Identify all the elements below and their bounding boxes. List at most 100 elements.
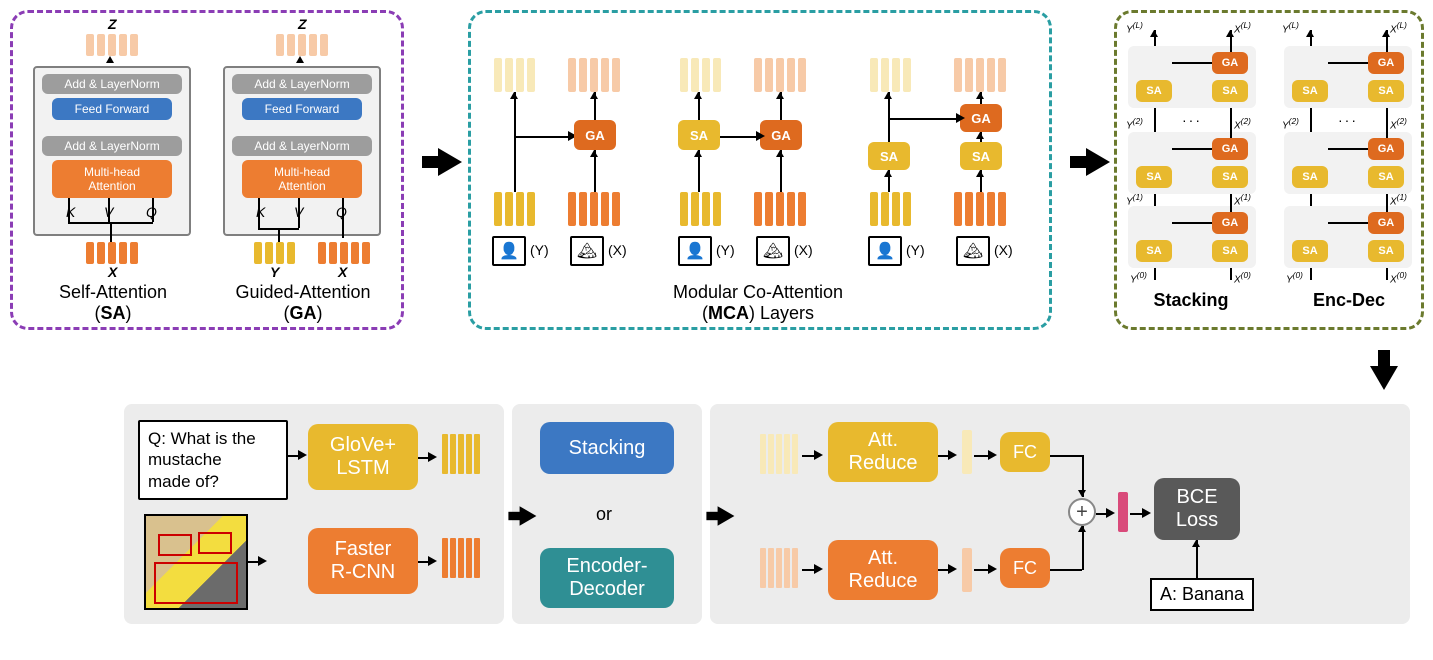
ga-caption-l1: Guided-Attention: [235, 282, 370, 302]
stk-top-ga: GA: [1212, 52, 1248, 74]
fused-vec: [1118, 492, 1128, 532]
y-lbl-1: (Y): [530, 242, 549, 258]
stk-top-sa1: SA: [1136, 80, 1172, 102]
right-in-y: [760, 434, 798, 474]
mca-c2-in-x: [754, 192, 806, 226]
stk-dots: ···: [1182, 112, 1202, 128]
y-lbl-3: (Y): [906, 242, 925, 258]
bce-loss-box: BCE Loss: [1154, 478, 1240, 540]
mha-ga: Multi-head Attention: [242, 160, 362, 198]
z-bars-sa: [86, 34, 138, 56]
x-lbl-3: (X): [994, 242, 1013, 258]
stk-XL: X(L): [1234, 20, 1251, 35]
arrow-panel-1: [520, 506, 537, 526]
mca-c2-ga: GA: [760, 120, 802, 150]
y-bars-ga: [254, 242, 295, 264]
enc-X0: X(0): [1390, 270, 1407, 285]
figure-root: Z Add & LayerNorm Feed Forward Add & Lay…: [8, 8, 1425, 652]
stk-X1: X(1): [1234, 192, 1251, 207]
stk-bot-ga: GA: [1212, 212, 1248, 234]
encdec-box: Encoder- Decoder: [540, 548, 674, 608]
stk-X2: X(2): [1234, 116, 1251, 131]
stk-Y1: Y(1): [1126, 192, 1143, 207]
glove-out-bars: [442, 434, 480, 474]
mca-c3-sa-x: SA: [960, 142, 1002, 170]
vec-y: [962, 430, 972, 474]
z-label-sa: Z: [108, 16, 117, 32]
addnorm-bot-sa: Add & LayerNorm: [42, 136, 182, 156]
addnorm-top-sa: Add & LayerNorm: [42, 74, 182, 94]
enc-bot-sa2: SA: [1368, 240, 1404, 262]
att-reduce-y: Att. Reduce: [828, 422, 938, 482]
enc-top-sa1: SA: [1292, 80, 1328, 102]
image-icon-3: 🏔: [956, 236, 990, 266]
mca-c1-out-y: [494, 58, 535, 92]
answer-box: A: Banana: [1150, 578, 1254, 611]
mca-c2-out-y: [680, 58, 721, 92]
glove-lstm-box: GloVe+ LSTM: [308, 424, 418, 490]
x-lbl-1: (X): [608, 242, 627, 258]
or-label: or: [596, 504, 612, 525]
plus-circle: +: [1068, 498, 1096, 526]
x-label-sa: X: [108, 264, 117, 280]
mca-c3-in-x: [954, 192, 1006, 226]
enc-mid-sa1: SA: [1292, 166, 1328, 188]
arrow-1: [438, 148, 462, 176]
question-box: Q: What is the mustache made of?: [138, 420, 288, 500]
mca-l1: Modular Co-Attention: [673, 282, 843, 302]
z-label-ga: Z: [298, 16, 307, 32]
bottom-right-panel: [710, 404, 1410, 624]
enc-XL: X(L): [1390, 20, 1407, 35]
enc-bot-sa1: SA: [1292, 240, 1328, 262]
fc-x: FC: [1000, 548, 1050, 588]
vec-x: [962, 548, 972, 592]
enc-top-ga: GA: [1368, 52, 1404, 74]
ff-ga: Feed Forward: [242, 98, 362, 120]
arrow-3: [1370, 366, 1398, 390]
mca-caption: Modular Co-Attention (MCA) Layers: [628, 282, 888, 324]
stk-bot-sa1: SA: [1136, 240, 1172, 262]
image-icon-1: 🏔: [570, 236, 604, 266]
stk-mid-ga: GA: [1212, 138, 1248, 160]
mca-c3-ga: GA: [960, 104, 1002, 132]
addnorm-bot-ga: Add & LayerNorm: [232, 136, 372, 156]
stk-mid-sa2: SA: [1212, 166, 1248, 188]
mca-c1-in-y: [494, 192, 535, 226]
enc-Y0: Y(0): [1286, 270, 1303, 285]
mca-c3-out-y: [870, 58, 911, 92]
enc-mid-ga: GA: [1368, 138, 1404, 160]
arrow-panel-2: [718, 506, 735, 526]
stacking-box: Stacking: [540, 422, 674, 474]
mca-c2-sa: SA: [678, 120, 720, 150]
enc-bot-ga: GA: [1368, 212, 1404, 234]
mca-c3-sa-y: SA: [868, 142, 910, 170]
att-reduce-x: Att. Reduce: [828, 540, 938, 600]
person-icon-2: 👤: [678, 236, 712, 266]
mca-c3-in-y: [870, 192, 911, 226]
mca-c1-out-x: [568, 58, 620, 92]
mca-c2-in-y: [680, 192, 721, 226]
stk-Y2: Y(2): [1126, 116, 1143, 131]
enc-top-sa2: SA: [1368, 80, 1404, 102]
enc-Y2: Y(2): [1282, 116, 1299, 131]
x-bars-ga: [318, 242, 370, 264]
mca-c1-ga: GA: [574, 120, 616, 150]
ga-caption: Guided-Attention (GA): [218, 282, 388, 324]
x-label-ga: X: [338, 264, 347, 280]
ff-sa: Feed Forward: [52, 98, 172, 120]
enc-dots: ···: [1338, 112, 1358, 128]
x-bars-sa: [86, 242, 138, 264]
y-lbl-2: (Y): [716, 242, 735, 258]
stk-X0: X(0): [1234, 270, 1251, 285]
encdec-caption: Enc-Dec: [1294, 290, 1404, 311]
stk-Y0: Y(0): [1130, 270, 1147, 285]
enc-X1: X(1): [1390, 192, 1407, 207]
sa-caption: Self-Attention ((SA)SA): [38, 282, 188, 324]
enc-mid-sa2: SA: [1368, 166, 1404, 188]
stacking-caption: Stacking: [1136, 290, 1246, 311]
addnorm-top-ga: Add & LayerNorm: [232, 74, 372, 94]
right-in-x: [760, 548, 798, 588]
x-lbl-2: (X): [794, 242, 813, 258]
rcnn-out-bars: [442, 538, 480, 578]
arrow-2: [1086, 148, 1110, 176]
